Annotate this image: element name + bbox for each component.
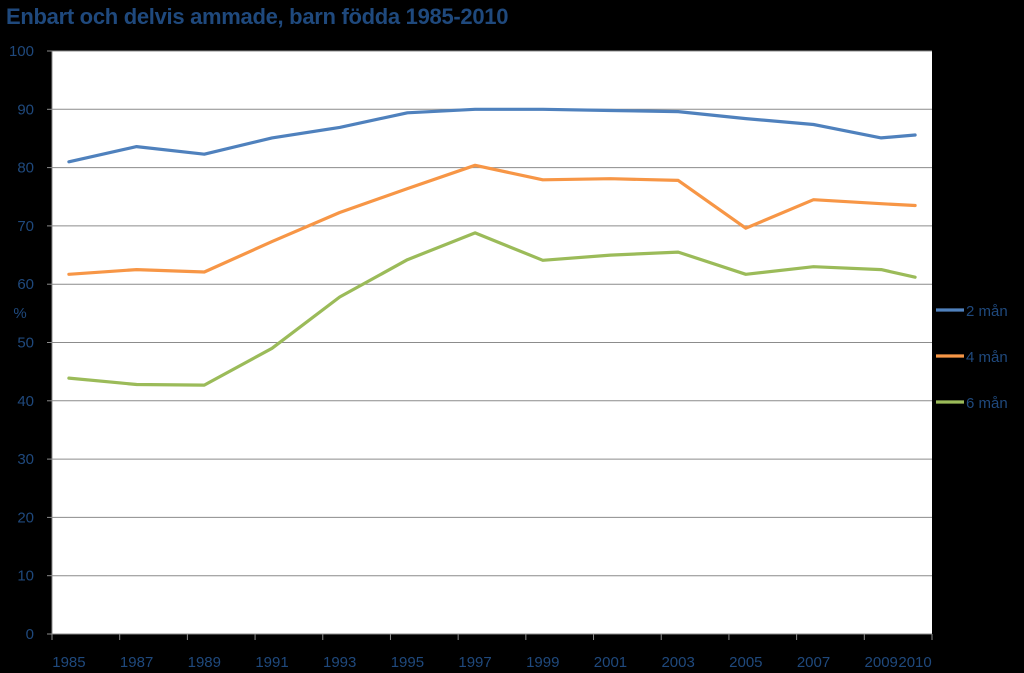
y-tick-label: 70 bbox=[17, 218, 34, 235]
y-tick-label: 20 bbox=[17, 509, 34, 526]
y-tick-label: 50 bbox=[17, 335, 34, 352]
legend-label: 2 mån bbox=[966, 303, 1008, 320]
chart-title: Enbart och delvis ammade, barn födda 198… bbox=[6, 4, 509, 29]
x-tick-label: 1991 bbox=[255, 654, 288, 671]
series-line bbox=[67, 231, 917, 387]
x-tick-label: 1997 bbox=[458, 654, 491, 671]
x-tick-label: 1985 bbox=[52, 654, 85, 671]
x-tick-label: 2007 bbox=[797, 654, 830, 671]
y-tick-label: 10 bbox=[17, 568, 34, 585]
y-tick-label: 40 bbox=[17, 393, 34, 410]
x-tick-label: 2010 bbox=[898, 654, 931, 671]
y-tick-label: 100 bbox=[9, 43, 34, 60]
series-line bbox=[67, 107, 917, 164]
y-axis-label: % bbox=[13, 305, 26, 322]
x-tick-label: 2009 bbox=[865, 654, 898, 671]
series-line bbox=[67, 163, 917, 276]
legend-label: 6 mån bbox=[966, 395, 1008, 412]
legend-label: 4 mån bbox=[966, 349, 1008, 366]
x-tick-label: 2005 bbox=[729, 654, 762, 671]
y-tick-label: 30 bbox=[17, 451, 34, 468]
y-tick-label: 90 bbox=[17, 101, 34, 118]
y-tick-label: 0 bbox=[26, 626, 34, 643]
x-tick-label: 1989 bbox=[188, 654, 221, 671]
y-tick-label: 80 bbox=[17, 160, 34, 177]
x-tick-label: 2001 bbox=[594, 654, 627, 671]
x-tick-label: 1993 bbox=[323, 654, 356, 671]
y-tick-label: 60 bbox=[17, 276, 34, 293]
x-tick-label: 1999 bbox=[526, 654, 559, 671]
x-tick-label: 1987 bbox=[120, 654, 153, 671]
x-tick-label: 2003 bbox=[661, 654, 694, 671]
x-tick-label: 1995 bbox=[391, 654, 424, 671]
